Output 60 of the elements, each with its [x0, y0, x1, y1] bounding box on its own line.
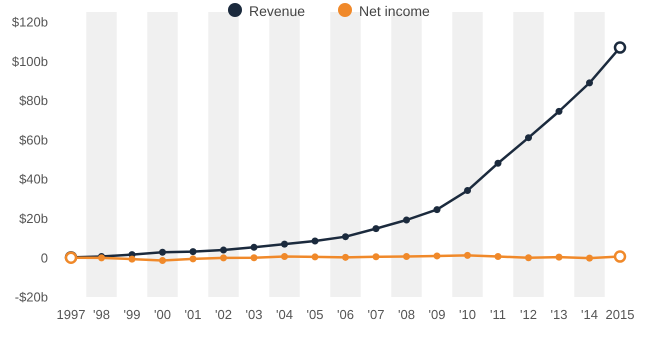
point [403, 216, 410, 224]
y-tick-label: -$20b [14, 290, 48, 305]
x-tick-label: '14 [581, 307, 598, 322]
point [434, 206, 440, 214]
x-tick-label: '09 [428, 307, 446, 322]
x-tick-label: '08 [398, 307, 415, 322]
legend-label: Net income [359, 2, 430, 19]
point [159, 248, 166, 256]
x-tick-label: '13 [550, 307, 568, 322]
point [250, 244, 258, 251]
point [525, 254, 532, 262]
point [586, 254, 593, 262]
point [250, 254, 258, 262]
x-tick-label: 1997 [56, 307, 86, 322]
y-tick-label: $40b [19, 172, 48, 187]
x-tick-label: '07 [368, 307, 384, 322]
x-tick-label: '06 [337, 307, 354, 322]
point [159, 256, 166, 264]
x-tick-label: '04 [276, 307, 293, 322]
point [494, 253, 502, 260]
x-tick-label: '99 [124, 307, 140, 322]
point [434, 252, 440, 260]
point [586, 79, 593, 86]
x-tick-label: 2015 [606, 307, 634, 322]
y-tick-label: $60b [19, 132, 48, 148]
point [464, 187, 471, 194]
x-tick-label: '98 [93, 307, 110, 322]
point [494, 160, 502, 167]
point [128, 256, 136, 263]
point [312, 253, 318, 260]
point [556, 254, 562, 261]
point [220, 246, 227, 254]
y-tick-label: $120b [12, 14, 48, 30]
y-tick-label: $20b [19, 210, 48, 226]
legend-label: Revenue [249, 2, 306, 19]
point [312, 238, 318, 245]
point [464, 252, 471, 259]
point [525, 134, 532, 142]
point [342, 233, 349, 240]
point [342, 254, 349, 261]
y-tick-label: $100b [12, 54, 48, 69]
point [372, 253, 380, 260]
x-tick-label: '11 [490, 307, 506, 322]
x-tick-label: '01 [184, 307, 202, 322]
y-tick-label: 0 [40, 250, 48, 266]
y-tick-label: $80b [19, 93, 48, 108]
point [372, 225, 380, 232]
x-tick-label: '12 [520, 307, 537, 322]
point [403, 253, 410, 260]
x-tick-label: '00 [154, 307, 171, 322]
point [220, 254, 227, 262]
x-tick-label: '05 [306, 307, 324, 322]
point [190, 248, 196, 256]
x-tick-label: '02 [215, 307, 232, 322]
x-tick-label: '03 [246, 307, 262, 322]
point [281, 240, 288, 248]
point [556, 108, 562, 115]
point [190, 255, 196, 262]
point [281, 253, 288, 260]
x-tick-label: '10 [459, 307, 476, 322]
